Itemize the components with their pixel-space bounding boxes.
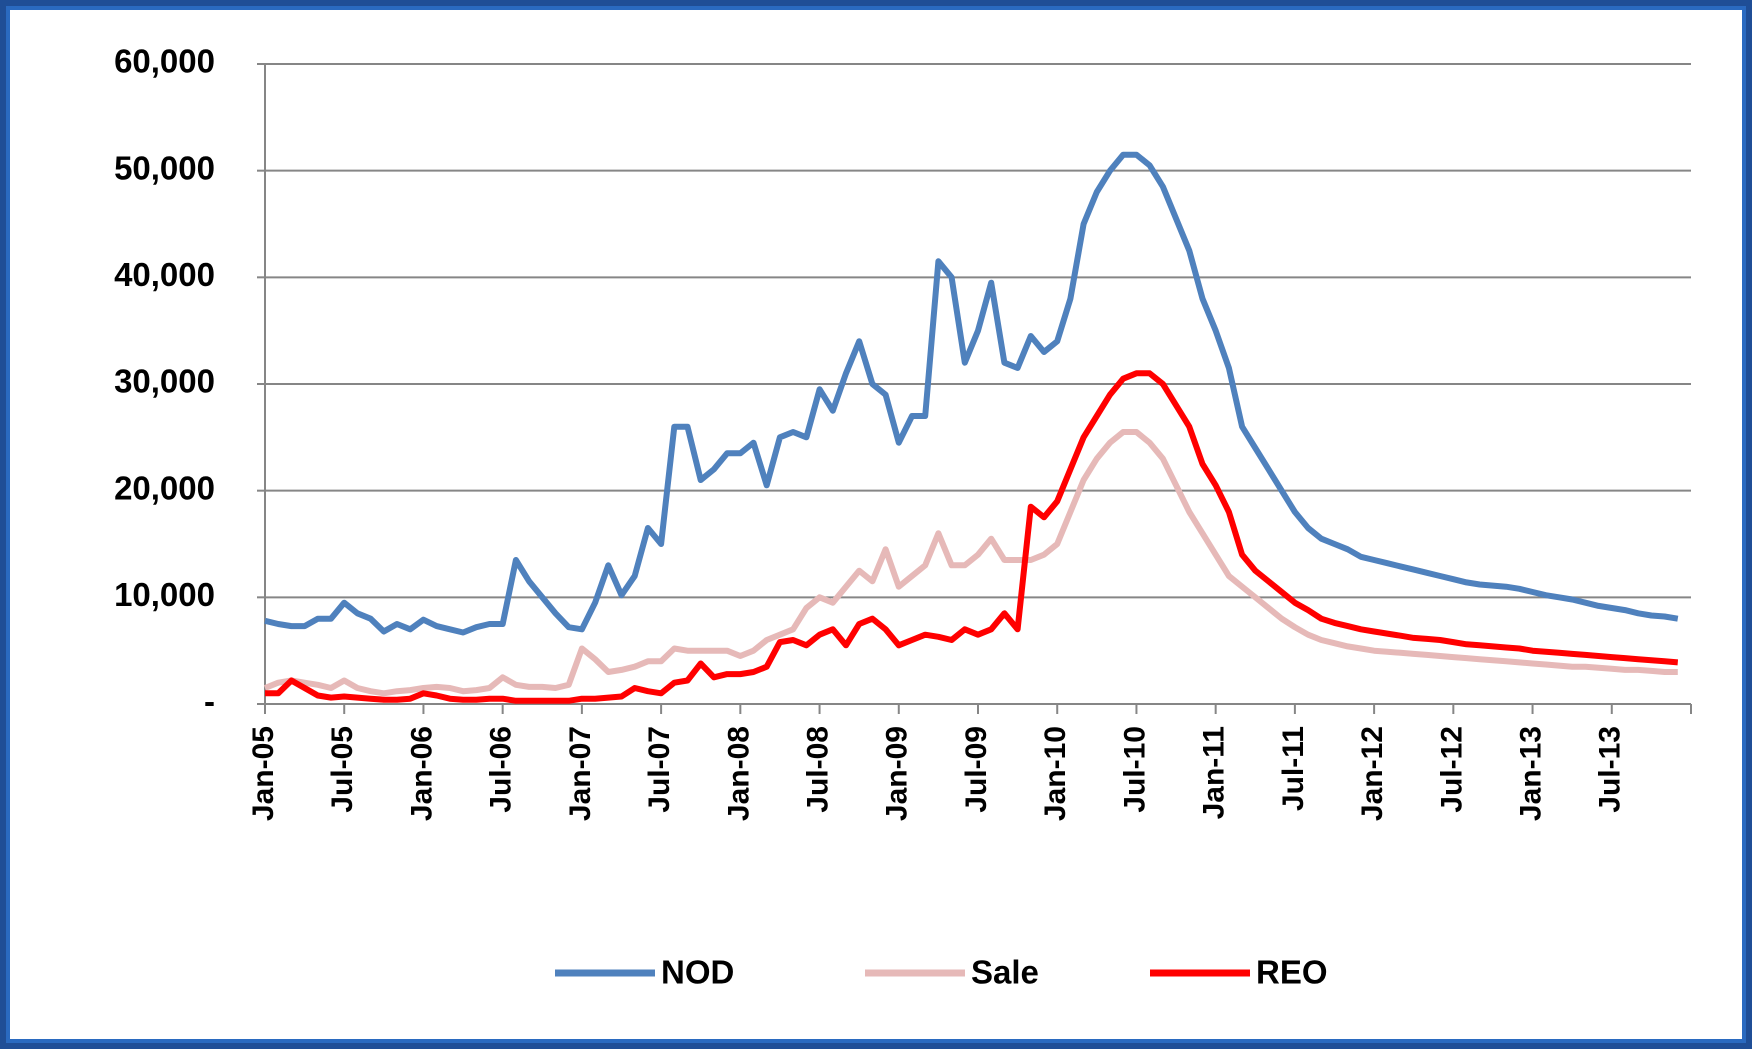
legend-label: NOD xyxy=(661,954,734,991)
y-tick-label: 10,000 xyxy=(114,576,215,613)
chart-area xyxy=(6,6,1746,1043)
series-line xyxy=(263,429,1678,697)
x-tick-label: Jan-09 xyxy=(881,726,914,821)
series-line xyxy=(264,151,1679,636)
legend-label: Sale xyxy=(971,954,1039,991)
x-tick-label: Jan-05 xyxy=(247,726,280,821)
x-tick-label: Jan-06 xyxy=(405,726,438,821)
x-tick-label: Jul-10 xyxy=(1118,726,1151,813)
y-tick-label: 40,000 xyxy=(114,256,215,293)
y-tick-label: 20,000 xyxy=(114,469,215,506)
x-tick-label: Jul-07 xyxy=(643,726,676,813)
y-tick-label: 60,000 xyxy=(114,43,215,80)
x-tick-label: Jul-06 xyxy=(485,726,518,813)
y-tick-label: 50,000 xyxy=(114,149,215,186)
x-tick-label: Jul-09 xyxy=(960,726,993,813)
series-line xyxy=(265,370,1679,704)
x-tick-label: Jan-08 xyxy=(722,726,755,821)
x-tick-label: Jul-08 xyxy=(801,726,834,813)
x-tick-label: Jul-05 xyxy=(326,726,359,813)
x-tick-label: Jul-11 xyxy=(1277,726,1310,811)
x-tick-label: Jul-12 xyxy=(1435,726,1468,813)
x-tick-label: Jan-13 xyxy=(1514,726,1547,821)
y-tick-label: 30,000 xyxy=(114,363,215,400)
legend-label: REO xyxy=(1256,954,1328,991)
x-tick-label: Jan-10 xyxy=(1039,726,1072,821)
x-tick-label: Jul-13 xyxy=(1594,726,1627,813)
x-tick-label: Jan-11 xyxy=(1198,726,1231,819)
x-tick-label: Jan-07 xyxy=(564,726,597,821)
y-tick-label: - xyxy=(204,683,215,720)
x-tick-label: Jan-12 xyxy=(1356,726,1389,821)
